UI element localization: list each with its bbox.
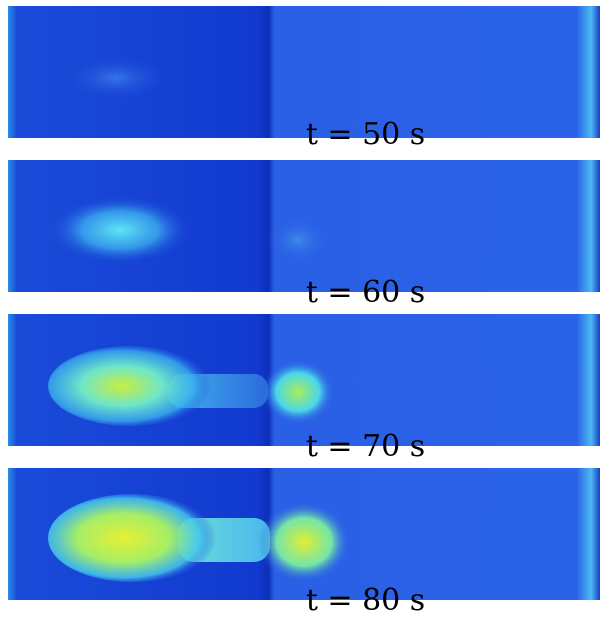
time-label: t = 50 s: [305, 117, 426, 152]
frame-t60: [8, 160, 600, 292]
time-label: t = 80 s: [305, 583, 426, 618]
time-label: t = 60 s: [305, 275, 426, 310]
frame-image: [8, 6, 600, 138]
frame-t80: [8, 468, 600, 600]
frame-t70: [8, 314, 600, 446]
frame-image: [8, 314, 600, 446]
frame-t50: [8, 6, 600, 138]
frame-image: [8, 468, 600, 600]
frame-image: [8, 160, 600, 292]
time-label: t = 70 s: [305, 429, 426, 464]
